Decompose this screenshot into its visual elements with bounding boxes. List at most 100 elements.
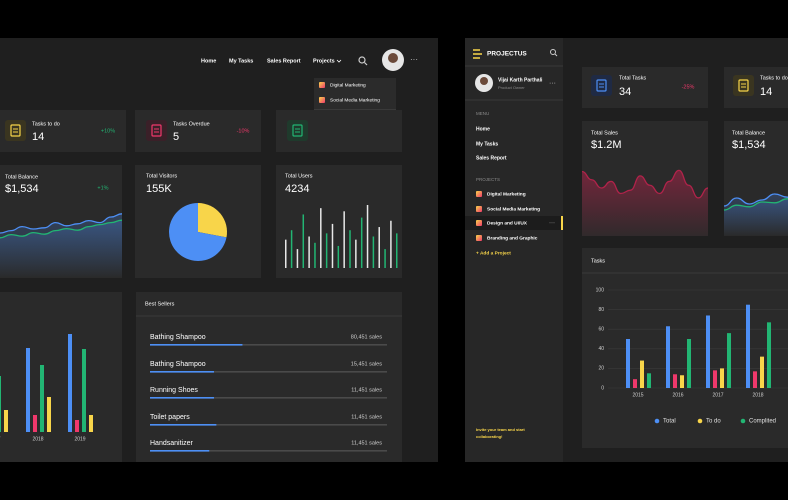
selected-row xyxy=(465,216,563,230)
bar xyxy=(666,326,670,388)
bar xyxy=(366,205,369,268)
area-fill xyxy=(582,170,708,236)
product-sales: 11,451 sales xyxy=(351,387,382,393)
icon xyxy=(738,79,749,92)
search-icon[interactable] xyxy=(358,56,366,64)
bar xyxy=(355,239,357,268)
legend-swatch xyxy=(654,418,660,424)
menu-item[interactable]: My Tasks xyxy=(476,141,498,147)
legend-swatch xyxy=(740,418,746,424)
invite-text: collaborating! xyxy=(476,434,502,439)
bar xyxy=(647,373,651,388)
user-name: Vijai Karth Parthali xyxy=(498,77,543,83)
project-icon xyxy=(476,220,482,226)
pie-slice xyxy=(198,203,227,238)
bar xyxy=(296,249,299,268)
icon-box xyxy=(733,75,754,96)
user-role: Product Owner xyxy=(498,85,525,90)
x-tick-label: 2017 xyxy=(0,436,1,442)
product-sales: 80,451 sales xyxy=(351,334,382,340)
y-tick-label: 60 xyxy=(598,327,604,333)
project-item[interactable]: Social Media Marketing xyxy=(487,206,540,212)
bar xyxy=(343,211,345,268)
legend-label: Total xyxy=(663,419,676,425)
progress-bar xyxy=(150,371,214,373)
project-item[interactable]: Branding and Graphic xyxy=(487,235,538,241)
bar xyxy=(727,333,731,388)
icon xyxy=(596,79,607,92)
progress-track xyxy=(150,424,387,426)
card-value: 155K xyxy=(146,183,172,195)
line xyxy=(581,169,709,199)
search-icon xyxy=(364,62,368,66)
product-name: Bathing Shampoo xyxy=(150,361,206,368)
x-tick-label: 2015 xyxy=(632,392,643,398)
dropdown-item[interactable]: Social Media Marketing xyxy=(330,97,380,103)
icon xyxy=(10,124,21,137)
legend-label: To do xyxy=(706,419,721,425)
menu-item[interactable]: Sales Report xyxy=(476,155,507,161)
x-tick-label: 2017 xyxy=(712,392,723,398)
card-change: +10% xyxy=(101,128,115,134)
project-item[interactable]: Design and UI/UX xyxy=(487,220,528,226)
area-fill xyxy=(0,220,122,278)
progress-track xyxy=(150,371,387,373)
chart-title: Tasks xyxy=(591,258,605,264)
x-tick-label: 2018 xyxy=(32,436,43,442)
icon xyxy=(151,124,162,137)
project-icon xyxy=(476,191,482,197)
line xyxy=(0,213,123,234)
project-item[interactable]: Digital Marketing xyxy=(487,191,526,197)
selected-indicator xyxy=(561,216,563,230)
bar xyxy=(720,368,724,388)
card-label: Total Balance xyxy=(5,174,38,180)
more-icon: ··· xyxy=(549,80,556,87)
y-tick-label: 100 xyxy=(596,287,605,293)
y-tick-label: 0 xyxy=(601,385,604,391)
nav-link[interactable]: Projects xyxy=(313,58,335,64)
bar xyxy=(40,365,44,432)
avatar xyxy=(480,77,488,85)
more-icon: ··· xyxy=(549,221,555,227)
bar xyxy=(4,410,8,432)
bar xyxy=(349,230,351,268)
avatar xyxy=(388,53,398,63)
add-project[interactable]: + Add a Project xyxy=(476,250,511,256)
card-label: Tasks Overdue xyxy=(173,121,210,127)
bar xyxy=(26,348,30,432)
bar xyxy=(753,371,757,388)
card-label: Total Balance xyxy=(732,130,765,136)
bar xyxy=(89,415,93,432)
menu-item[interactable]: Home xyxy=(476,126,490,132)
nav-link[interactable]: My Tasks xyxy=(229,58,253,64)
x-tick-label: 2019 xyxy=(74,436,85,442)
search-icon[interactable] xyxy=(550,49,556,55)
card-value: 34 xyxy=(619,86,631,98)
progress-track xyxy=(150,344,387,346)
product-name: Toilet papers xyxy=(150,414,190,421)
bar xyxy=(767,322,771,388)
card-label: Total Tasks xyxy=(619,75,646,81)
chart-card xyxy=(0,292,122,462)
bar xyxy=(396,233,398,268)
card-value: 5 xyxy=(173,131,179,143)
dropdown-item[interactable]: Digital Marketing xyxy=(330,82,366,88)
bar xyxy=(687,339,691,388)
bar xyxy=(390,220,392,268)
nav-link[interactable]: Home xyxy=(201,58,216,64)
nav-link[interactable]: Sales Report xyxy=(267,58,301,64)
bar xyxy=(285,239,287,268)
project-icon xyxy=(476,235,482,241)
product-name: Bathing Shampoo xyxy=(150,334,206,341)
y-tick-label: 20 xyxy=(598,366,604,372)
y-tick-label: 40 xyxy=(598,346,604,352)
card-change: -25% xyxy=(682,84,695,90)
bar xyxy=(33,415,37,432)
progress-bar xyxy=(150,344,243,346)
area-fill xyxy=(724,198,788,236)
legend-label: Complited xyxy=(749,419,776,425)
line xyxy=(723,193,788,207)
progress-bar xyxy=(150,424,217,426)
logo-icon xyxy=(473,49,482,59)
